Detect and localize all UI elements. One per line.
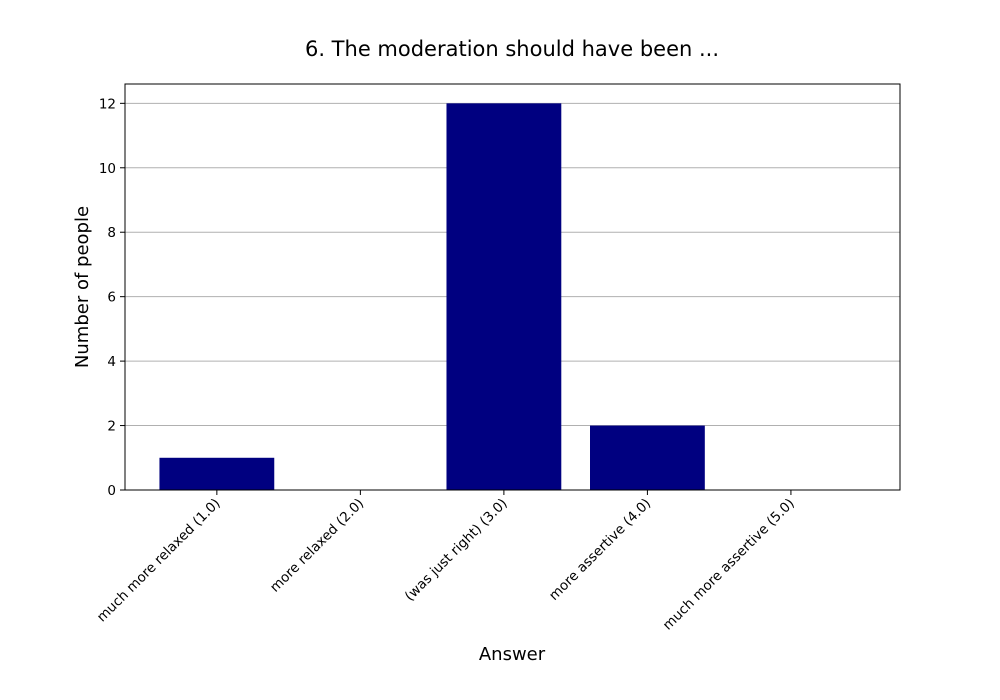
y-axis-ticks: 0 2 4 6 8 10 12 <box>99 96 125 499</box>
x-axis-ticks: much more relaxed (1.0) more relaxed (2.0… <box>94 490 798 633</box>
x-tick-label: more assertive (4.0) <box>546 496 654 604</box>
chart-title: 6. The moderation should have been ... <box>305 37 719 61</box>
y-tick-label: 6 <box>107 290 116 306</box>
x-tick-label: more relaxed (2.0) <box>267 496 367 596</box>
y-tick-label: 0 <box>107 483 116 499</box>
y-tick-label: 10 <box>99 161 116 177</box>
bars <box>159 103 705 490</box>
bar <box>159 457 275 490</box>
plot-frame <box>124 83 901 491</box>
x-tick-label: (was just right) (3.0) <box>402 496 511 605</box>
bar <box>446 103 562 490</box>
x-tick-label: much more assertive (5.0) <box>660 496 798 634</box>
y-tick-label: 2 <box>107 419 116 435</box>
y-tick-label: 4 <box>107 354 116 370</box>
y-tick-label: 12 <box>99 96 116 112</box>
x-axis-label: Answer <box>479 644 546 665</box>
y-tick-label: 8 <box>107 225 116 241</box>
y-axis-label: Number of people <box>72 206 93 368</box>
bar <box>590 425 705 490</box>
x-tick-label: much more relaxed (1.0) <box>94 496 224 626</box>
